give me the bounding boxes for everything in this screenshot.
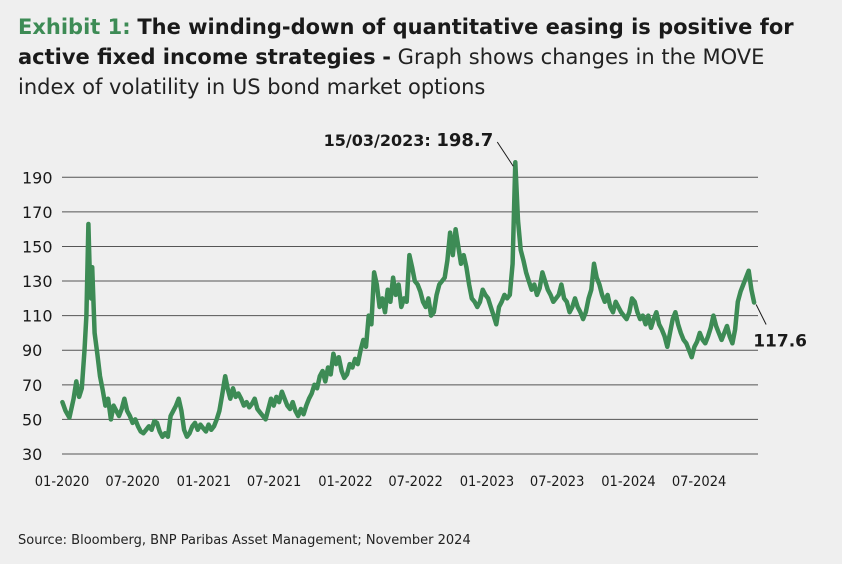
y-tick-label-170: 170 [22,203,53,222]
chart-title: Exhibit 1: The winding-down of quantitat… [18,12,828,102]
y-tick-label-70: 70 [22,376,42,395]
y-tick-label-190: 190 [22,168,53,187]
subtitle: Graph shows changes in the MOVE index of… [18,45,765,99]
x-tick-label-07-2020: 07-2020 [105,474,160,490]
y-tick-label-150: 150 [22,237,53,256]
x-tick-label-01-2022: 01-2022 [318,474,373,490]
x-tick-label-07-2024: 07-2024 [672,474,727,490]
source-note: Source: Bloomberg, BNP Paribas Asset Man… [18,533,471,548]
latest-value-label: 117.6 [753,332,807,352]
title-separator: - [382,45,391,69]
x-tick-label-01-2024: 01-2024 [601,474,656,490]
headline: The winding-down of quantitative easing … [18,15,794,69]
x-tick-label-01-2020: 01-2020 [35,474,90,490]
y-tick-label-90: 90 [22,341,42,360]
y-tick-label-130: 130 [22,272,53,291]
x-tick-label-01-2023: 01-2023 [460,474,515,490]
y-tick-label-30: 30 [22,445,42,464]
y-tick-label-110: 110 [22,307,53,326]
exhibit-label: Exhibit 1: [18,15,131,39]
y-tick-label-50: 50 [22,410,42,429]
peak-value: 198.7 [436,130,493,151]
x-tick-label-07-2023: 07-2023 [530,474,585,490]
x-tick-label-07-2022: 07-2022 [388,474,443,490]
peak-annotation-leader [496,141,514,167]
peak-annotation-label: 15/03/2023: 198.7 [324,130,494,151]
x-tick-label-01-2021: 01-2021 [177,474,232,490]
peak-date: 15/03/2023: [324,131,437,150]
series-line-move-index [60,159,757,439]
x-tick-label-07-2021: 07-2021 [247,474,302,490]
move-index-chart: 30 50 70 90 110 130 150 170 190 01-2020 07-2020 01-… [22,130,807,490]
latest-annotation-leader [755,304,767,325]
